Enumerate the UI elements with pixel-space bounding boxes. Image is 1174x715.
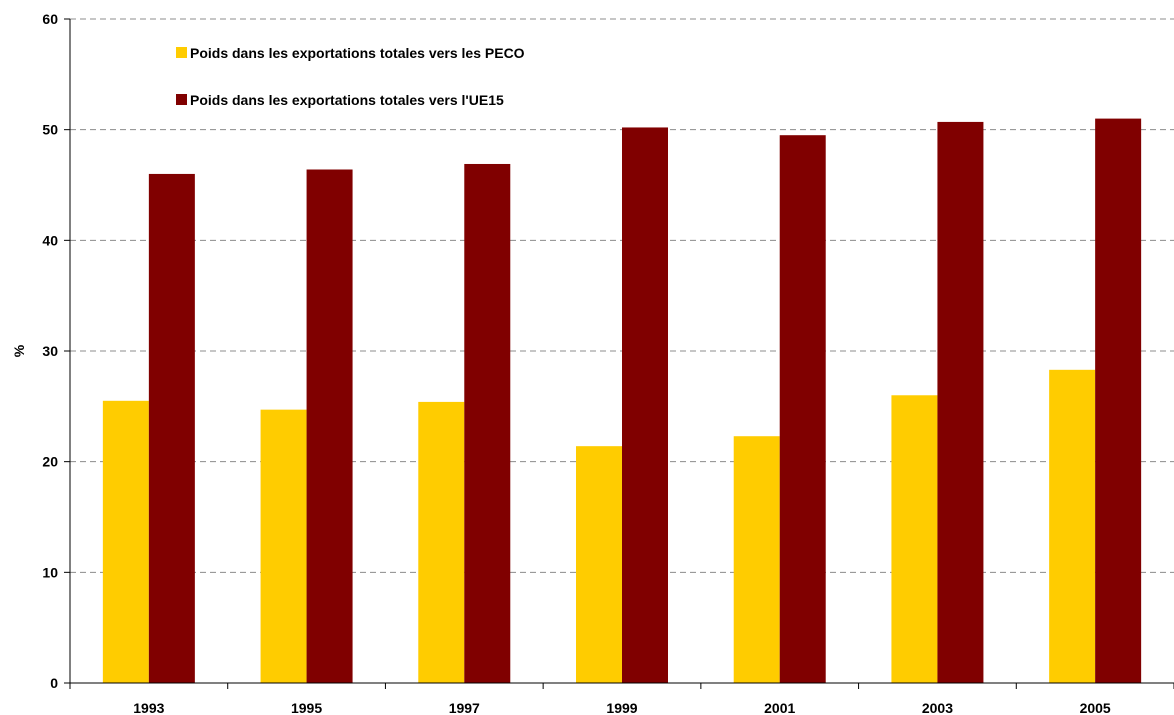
- y-tick-label: 20: [42, 454, 58, 470]
- bar-peco-1999: [576, 446, 622, 683]
- axes: [64, 18, 1174, 689]
- y-tick-label: 0: [50, 675, 58, 691]
- bar-peco-2001: [733, 436, 780, 683]
- legend-label-ue15: Poids dans les exportations totales vers…: [190, 92, 504, 108]
- legend-swatch-peco: [176, 47, 187, 58]
- x-tick-label: 2005: [1080, 700, 1111, 715]
- bar-ue15-2003: [937, 121, 984, 684]
- y-tick-label: 60: [42, 11, 58, 27]
- y-tick-label: 10: [42, 564, 58, 580]
- y-axis-title: %: [11, 344, 27, 357]
- bar-peco-1995: [260, 409, 307, 683]
- bar-ue15-1995: [306, 169, 353, 684]
- bar-peco-1993: [102, 400, 149, 683]
- x-tick-label: 1995: [291, 700, 322, 715]
- y-tick-label: 30: [42, 343, 58, 359]
- bars: [102, 118, 1142, 684]
- bar-ue15-2001: [779, 135, 826, 683]
- bar-peco-2003: [891, 395, 938, 683]
- x-tick-label: 1999: [606, 700, 637, 715]
- legend: Poids dans les exportations totales vers…: [176, 45, 525, 108]
- bar-ue15-2005: [1095, 118, 1142, 684]
- bar-ue15-1997: [464, 163, 511, 683]
- legend-swatch-ue15: [176, 94, 187, 105]
- y-tick-label: 40: [42, 232, 58, 248]
- bar-peco-1997: [418, 401, 465, 683]
- tick-labels: 0 10 20 30 40 50 60 1993 1995 1997 1999 2001 2003 200…: [42, 11, 1111, 715]
- y-tick-label: 50: [42, 122, 58, 138]
- x-tick-label: 1993: [133, 700, 164, 715]
- bar-ue15-1993: [148, 173, 195, 683]
- legend-label-peco: Poids dans les exportations totales vers…: [190, 45, 525, 61]
- bar-ue15-1999: [622, 127, 668, 684]
- x-tick-label: 2001: [764, 700, 795, 715]
- x-tick-label: 1997: [449, 700, 480, 715]
- bar-peco-2005: [1049, 369, 1096, 683]
- x-tick-label: 2003: [922, 700, 953, 715]
